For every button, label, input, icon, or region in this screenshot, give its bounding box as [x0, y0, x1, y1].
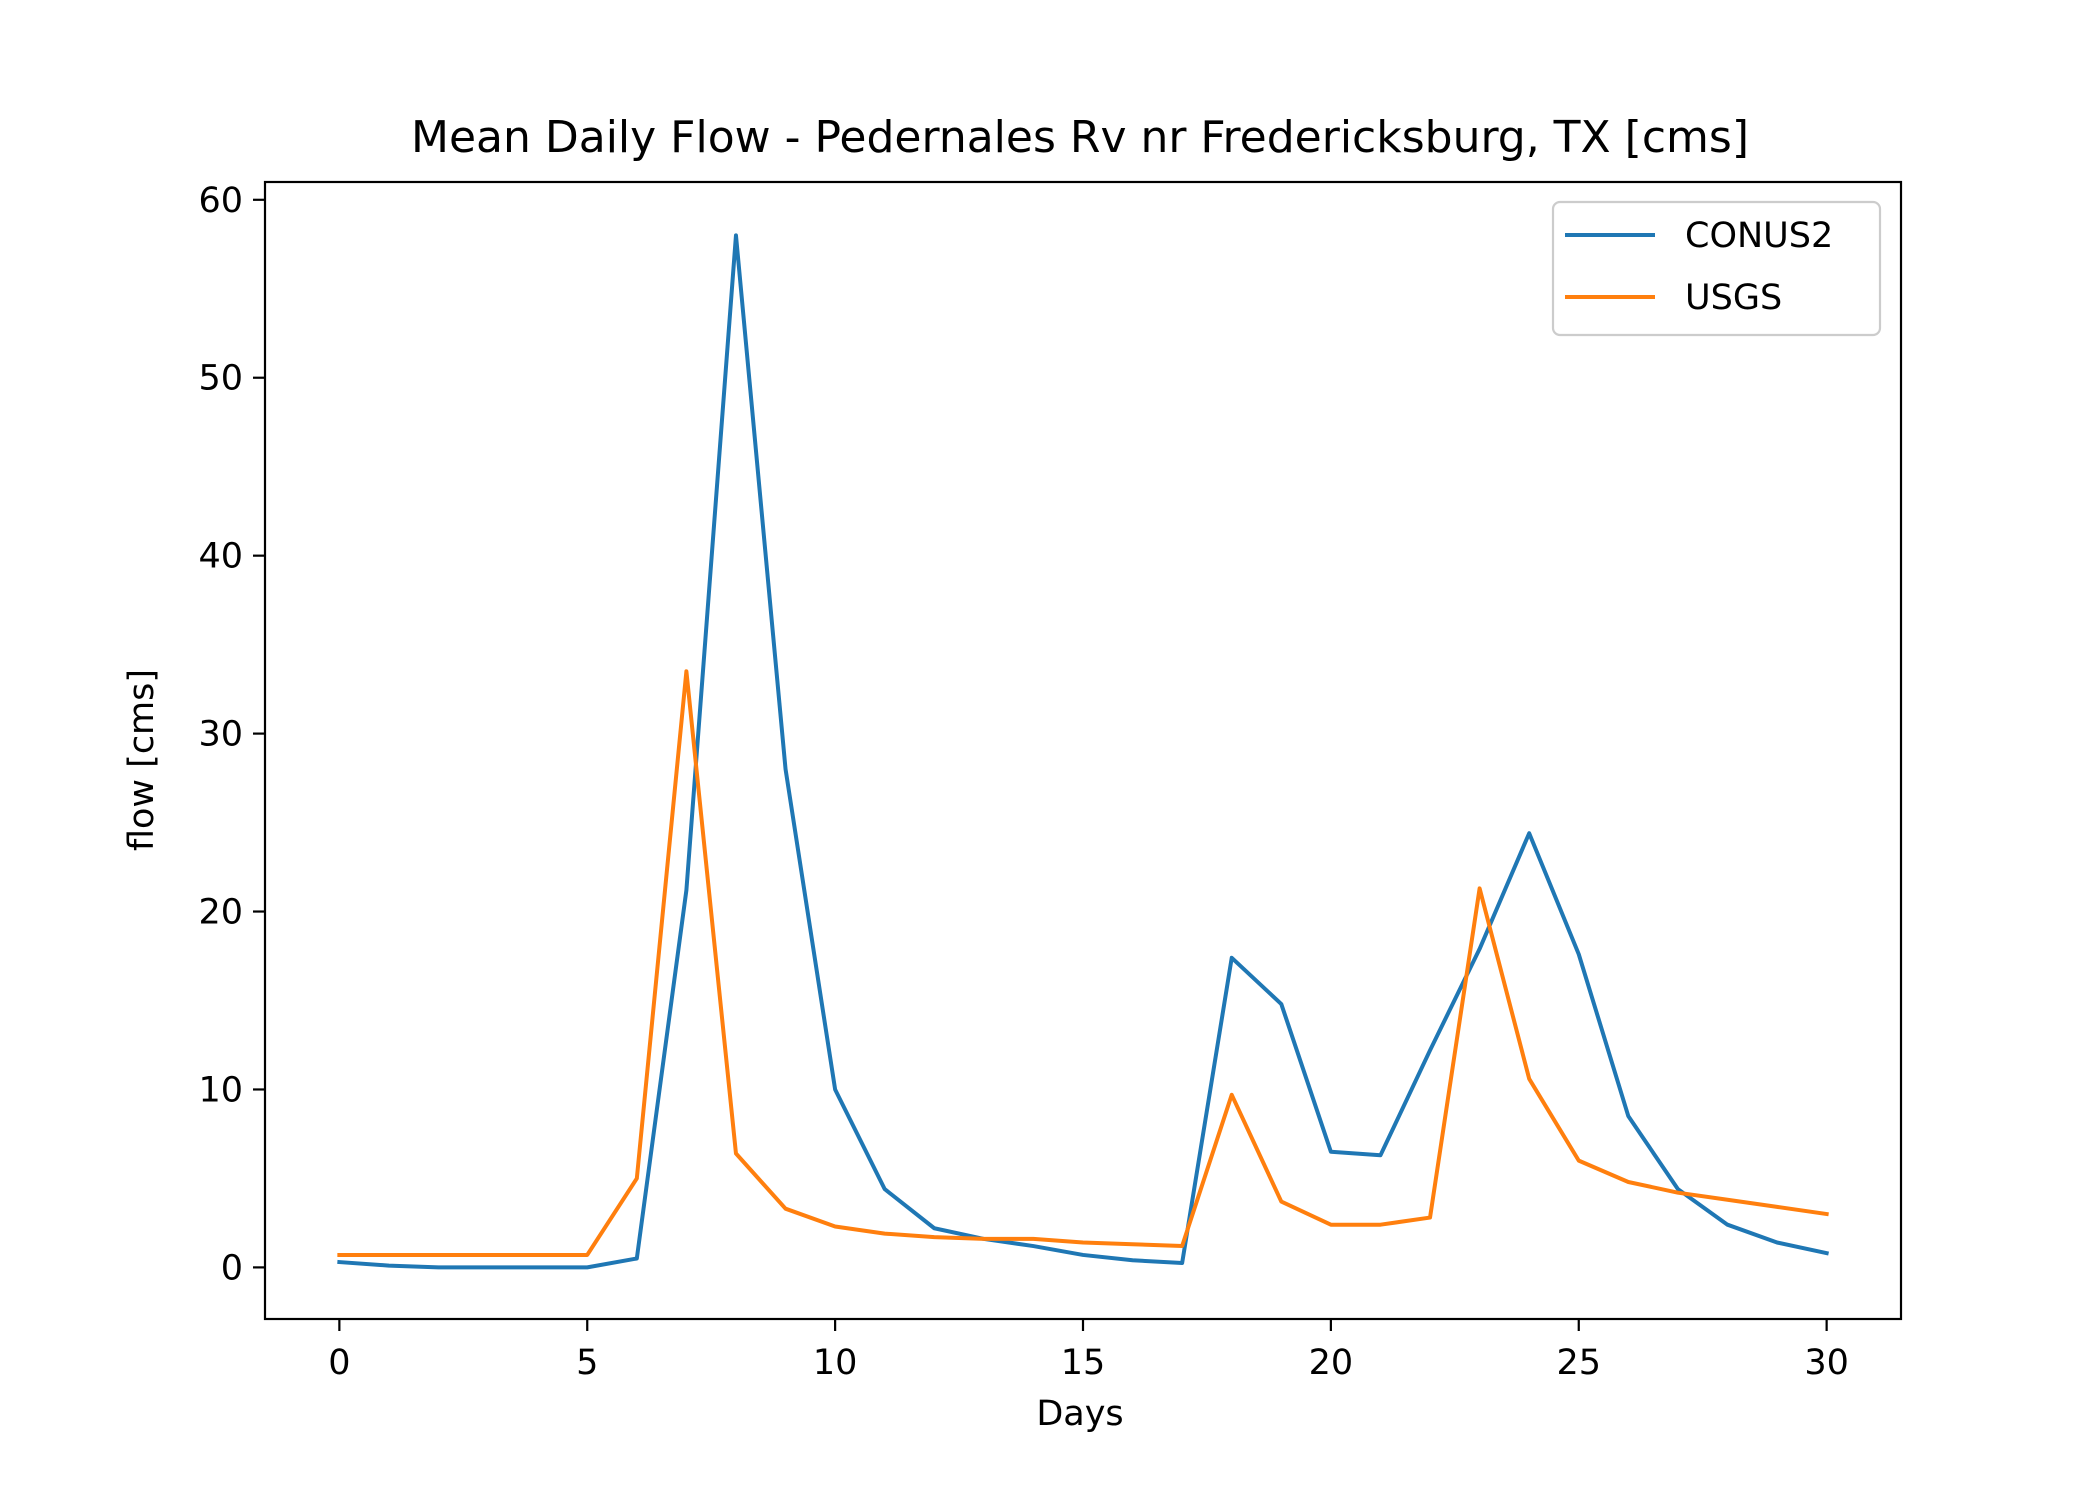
chart-title: Mean Daily Flow - Pedernales Rv nr Frede…: [411, 112, 1749, 163]
y-tick-label-60: 60: [198, 181, 243, 221]
y-tick-label-40: 40: [198, 537, 243, 577]
series-line-usgs: [337, 669, 1829, 1257]
x-tick-label-5: 5: [576, 1343, 598, 1383]
x-tick-label-30: 30: [1804, 1343, 1849, 1383]
y-tick-label-0: 0: [221, 1248, 243, 1288]
series-line-conus2: [337, 233, 1830, 1270]
x-axis-label: Days: [1036, 1394, 1123, 1434]
y-tick-label-30: 30: [198, 715, 243, 755]
plot-frame: [263, 180, 1903, 1321]
x-tick-label-25: 25: [1556, 1343, 1601, 1383]
x-tick-label-0: 0: [328, 1343, 350, 1383]
series-layer: [337, 233, 1830, 1270]
y-axis-label: flow [cms]: [122, 669, 162, 851]
y-tick-label-10: 10: [198, 1070, 243, 1110]
legend: CONUS2 USGS: [1551, 200, 1882, 337]
y-tick-label-50: 50: [198, 359, 243, 399]
axis-ticks: 0 5 10 15 20 25 30 0 10 20 30 40 50 60: [198, 181, 1848, 1383]
y-tick-label-20: 20: [198, 893, 243, 933]
x-tick-label-10: 10: [813, 1343, 858, 1383]
x-tick-label-15: 15: [1061, 1343, 1106, 1383]
legend-label-conus2: CONUS2: [1685, 216, 1833, 256]
legend-label-usgs: USGS: [1685, 278, 1782, 318]
x-tick-label-20: 20: [1309, 1343, 1354, 1383]
